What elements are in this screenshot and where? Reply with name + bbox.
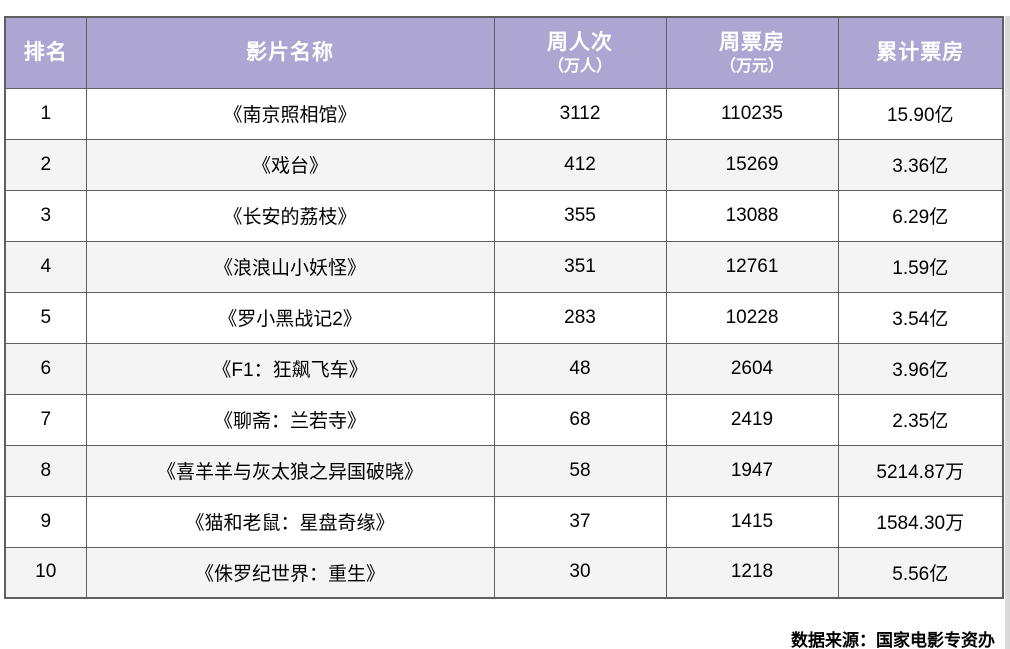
- cell-film-title: 《喜羊羊与灰太狼之异国破晓》: [85, 444, 495, 497]
- cell-rank: 4: [4, 240, 87, 293]
- cell-film-title: 《长安的荔枝》: [85, 189, 495, 242]
- cell-film-title: 《戏台》: [85, 138, 495, 191]
- cell-weekly-admissions: 48: [493, 342, 667, 395]
- cell-weekly-admissions: 30: [493, 546, 667, 599]
- cell-weekly-admissions: 355: [493, 189, 667, 242]
- table-row: 6 《F1：狂飙飞车》 48 2604 3.96亿: [4, 342, 1004, 395]
- cell-weekly-box-office: 13088: [665, 189, 839, 242]
- header-rank-label: 排名: [23, 41, 68, 65]
- cell-total-box-office: 1.59亿: [837, 240, 1004, 293]
- cell-weekly-box-office: 12761: [665, 240, 839, 293]
- cell-total-box-office: 3.96亿: [837, 342, 1004, 395]
- cell-film-title: 《猫和老鼠：星盘奇缘》: [85, 495, 495, 548]
- cell-rank: 10: [4, 546, 87, 599]
- header-weekly-box-office: 周票房 （万元）: [665, 16, 839, 89]
- cell-total-box-office: 3.36亿: [837, 138, 1004, 191]
- cell-rank: 3: [4, 189, 87, 242]
- table-row: 7 《聊斋：兰若寺》 68 2419 2.35亿: [4, 393, 1004, 446]
- weekly-box-office-table: 排名 影片名称 周人次 （万人） 周票房 （万元） 累计票房 1 《南京照相馆》 3…: [4, 16, 1004, 599]
- cell-rank: 5: [4, 291, 87, 344]
- page-edge-shadow: [1005, 16, 1010, 649]
- cell-weekly-box-office: 15269: [665, 138, 839, 191]
- table-row: 3 《长安的荔枝》 355 13088 6.29亿: [4, 189, 1004, 242]
- header-total-box-office: 累计票房: [837, 16, 1004, 89]
- table-body: 1 《南京照相馆》 3112 110235 15.90亿 2 《戏台》 412 15269 3.3…: [4, 87, 1004, 599]
- table-row: 9 《猫和老鼠：星盘奇缘》 37 1415 1584.30万: [4, 495, 1004, 548]
- cell-weekly-admissions: 412: [493, 138, 667, 191]
- cell-weekly-admissions: 58: [493, 444, 667, 497]
- cell-film-title: 《浪浪山小妖怪》: [85, 240, 495, 293]
- cell-film-title: 《南京照相馆》: [85, 87, 495, 140]
- header-film-title: 影片名称: [85, 16, 495, 89]
- header-total-box-office-label: 累计票房: [876, 41, 965, 65]
- header-weekly-admissions-sub: （万人）: [547, 57, 612, 75]
- cell-total-box-office: 5.56亿: [837, 546, 1004, 599]
- table-row: 8 《喜羊羊与灰太狼之异国破晓》 58 1947 5214.87万: [4, 444, 1004, 497]
- cell-total-box-office: 6.29亿: [837, 189, 1004, 242]
- cell-rank: 2: [4, 138, 87, 191]
- cell-rank: 7: [4, 393, 87, 446]
- cell-weekly-admissions: 351: [493, 240, 667, 293]
- cell-weekly-admissions: 3112: [493, 87, 667, 140]
- header-row: 排名 影片名称 周人次 （万人） 周票房 （万元） 累计票房: [4, 16, 1004, 89]
- header-weekly-admissions: 周人次 （万人）: [493, 16, 667, 89]
- cell-film-title: 《侏罗纪世界：重生》: [85, 546, 495, 599]
- cell-weekly-box-office: 1415: [665, 495, 839, 548]
- cell-total-box-office: 2.35亿: [837, 393, 1004, 446]
- header-film-title-label: 影片名称: [246, 41, 334, 65]
- header-weekly-box-office-label: 周票房: [719, 30, 785, 54]
- cell-rank: 1: [4, 87, 87, 140]
- cell-weekly-box-office: 1947: [665, 444, 839, 497]
- table-row: 2 《戏台》 412 15269 3.36亿: [4, 138, 1004, 191]
- cell-rank: 9: [4, 495, 87, 548]
- cell-weekly-admissions: 283: [493, 291, 667, 344]
- cell-weekly-box-office: 2419: [665, 393, 839, 446]
- table-row: 5 《罗小黑战记2》 283 10228 3.54亿: [4, 291, 1004, 344]
- table-header: 排名 影片名称 周人次 （万人） 周票房 （万元） 累计票房: [4, 16, 1004, 89]
- header-weekly-box-office-sub: （万元）: [719, 57, 784, 75]
- cell-rank: 6: [4, 342, 87, 395]
- table-row: 1 《南京照相馆》 3112 110235 15.90亿: [4, 87, 1004, 140]
- cell-total-box-office: 5214.87万: [837, 444, 1004, 497]
- cell-weekly-box-office: 1218: [665, 546, 839, 599]
- cell-total-box-office: 15.90亿: [837, 87, 1004, 140]
- cell-weekly-box-office: 10228: [665, 291, 839, 344]
- cell-weekly-admissions: 37: [493, 495, 667, 548]
- cell-total-box-office: 3.54亿: [837, 291, 1004, 344]
- cell-total-box-office: 1584.30万: [837, 495, 1004, 548]
- table-row: 4 《浪浪山小妖怪》 351 12761 1.59亿: [4, 240, 1004, 293]
- cell-film-title: 《F1：狂飙飞车》: [85, 342, 495, 395]
- cell-weekly-box-office: 2604: [665, 342, 839, 395]
- cell-film-title: 《聊斋：兰若寺》: [85, 393, 495, 446]
- cell-weekly-box-office: 110235: [665, 87, 839, 140]
- cell-film-title: 《罗小黑战记2》: [85, 291, 495, 344]
- data-source-note: 数据来源：国家电影专资办: [791, 631, 995, 649]
- header-rank: 排名: [4, 16, 87, 89]
- table-row: 10 《侏罗纪世界：重生》 30 1218 5.56亿: [4, 546, 1004, 599]
- cell-weekly-admissions: 68: [493, 393, 667, 446]
- header-weekly-admissions-label: 周人次: [547, 30, 613, 54]
- cell-rank: 8: [4, 444, 87, 497]
